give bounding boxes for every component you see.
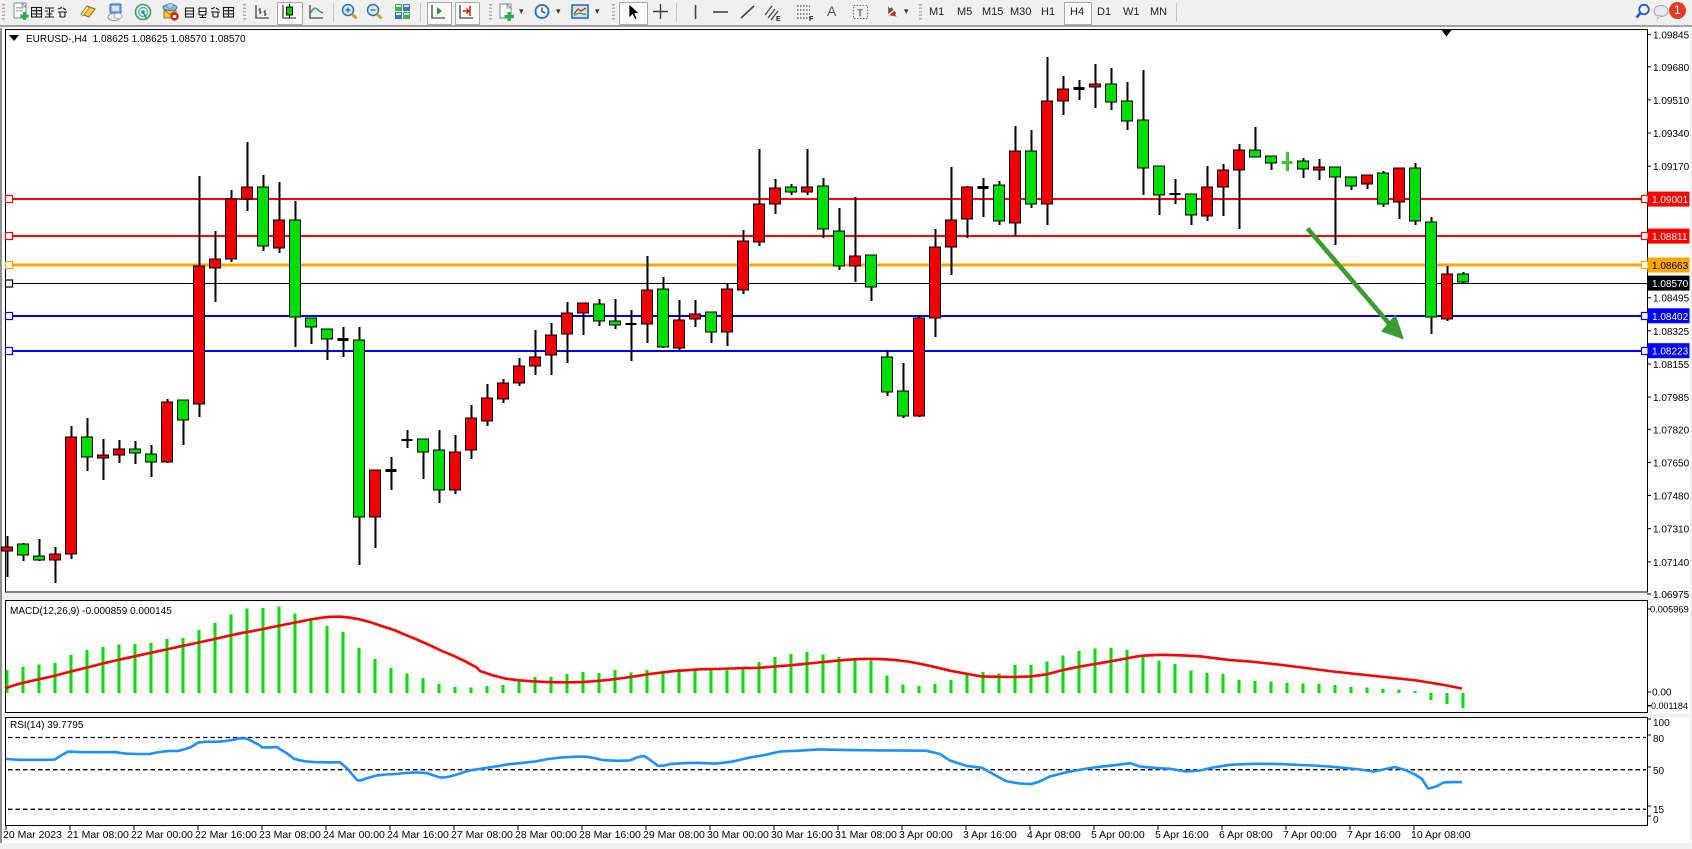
svg-text:0.005969: 0.005969	[1650, 605, 1689, 615]
svg-text:1.07140: 1.07140	[1653, 558, 1690, 569]
svg-text:5 Apr 16:00: 5 Apr 16:00	[1155, 829, 1209, 841]
svg-text:1.08570: 1.08570	[1652, 279, 1689, 290]
svg-text:1.09170: 1.09170	[1653, 162, 1690, 173]
svg-text:23 Mar 08:00: 23 Mar 08:00	[259, 829, 321, 841]
svg-text:3 Apr 16:00: 3 Apr 16:00	[963, 829, 1017, 841]
svg-text:1.09001: 1.09001	[1652, 195, 1689, 206]
svg-text:T: T	[857, 9, 863, 20]
svg-text:24 Mar 16:00: 24 Mar 16:00	[387, 829, 449, 841]
svg-text:1.07480: 1.07480	[1653, 492, 1690, 503]
svg-text:F: F	[809, 16, 814, 23]
svg-text:1.08402: 1.08402	[1652, 312, 1689, 323]
svg-text:28 Mar 16:00: 28 Mar 16:00	[579, 829, 641, 841]
svg-text:80: 80	[1653, 734, 1665, 745]
svg-text:50: 50	[1653, 766, 1665, 777]
svg-text:7 Apr 00:00: 7 Apr 00:00	[1283, 829, 1337, 841]
svg-text:30 Mar 00:00: 30 Mar 00:00	[707, 829, 769, 841]
svg-text:1.07310: 1.07310	[1653, 525, 1690, 536]
svg-text:1.08155: 1.08155	[1653, 360, 1690, 371]
svg-text:1.09845: 1.09845	[1653, 31, 1690, 42]
svg-text:1.09340: 1.09340	[1653, 129, 1690, 140]
svg-text:28 Mar 00:00: 28 Mar 00:00	[515, 829, 577, 841]
svg-text:15: 15	[1653, 805, 1665, 816]
svg-text:24 Mar 00:00: 24 Mar 00:00	[323, 829, 385, 841]
svg-text:31 Mar 08:00: 31 Mar 08:00	[835, 829, 897, 841]
svg-text:1.09510: 1.09510	[1653, 96, 1690, 107]
svg-text:4 Apr 08:00: 4 Apr 08:00	[1027, 829, 1081, 841]
svg-text:6 Apr 08:00: 6 Apr 08:00	[1219, 829, 1273, 841]
svg-text:1.06975: 1.06975	[1653, 590, 1690, 601]
svg-text:20 Mar 2023: 20 Mar 2023	[3, 829, 62, 841]
svg-text:22 Mar 16:00: 22 Mar 16:00	[195, 829, 257, 841]
svg-text:10 Apr 08:00: 10 Apr 08:00	[1411, 829, 1471, 841]
svg-text:1.07820: 1.07820	[1653, 425, 1690, 436]
svg-text:29 Mar 08:00: 29 Mar 08:00	[643, 829, 705, 841]
svg-text:EURUSD-,H4 1.08625 1.08625 1.: EURUSD-,H4 1.08625 1.08625 1.08570 1.085…	[26, 34, 246, 45]
svg-text:30 Mar 16:00: 30 Mar 16:00	[771, 829, 833, 841]
svg-text:27 Mar 08:00: 27 Mar 08:00	[451, 829, 513, 841]
svg-text:1.07985: 1.07985	[1653, 393, 1690, 404]
svg-text:RSI(14) 39.7795: RSI(14) 39.7795	[10, 720, 84, 731]
svg-text:7 Apr 16:00: 7 Apr 16:00	[1347, 829, 1401, 841]
svg-text:1.08663: 1.08663	[1652, 261, 1689, 272]
svg-text:22 Mar 00:00: 22 Mar 00:00	[131, 829, 193, 841]
svg-text:1.08495: 1.08495	[1653, 294, 1690, 305]
svg-text:21 Mar 08:00: 21 Mar 08:00	[67, 829, 129, 841]
svg-text:MACD(12,26,9) -0.000859 0.0001: MACD(12,26,9) -0.000859 0.000145	[10, 606, 172, 617]
svg-text:0.00: 0.00	[1652, 688, 1672, 699]
svg-text:1.07650: 1.07650	[1653, 458, 1690, 469]
svg-text:1.09680: 1.09680	[1653, 63, 1690, 74]
svg-text:1.08223: 1.08223	[1652, 347, 1689, 358]
svg-text:E: E	[776, 16, 781, 23]
svg-text:5 Apr 00:00: 5 Apr 00:00	[1091, 829, 1145, 841]
svg-text:1.08325: 1.08325	[1653, 327, 1690, 338]
svg-text:3 Apr 00:00: 3 Apr 00:00	[899, 829, 953, 841]
svg-text:-0.001184: -0.001184	[1648, 701, 1688, 711]
svg-text:100: 100	[1653, 718, 1670, 729]
svg-text:1.08811: 1.08811	[1652, 232, 1688, 243]
svg-text:0: 0	[1653, 815, 1659, 826]
